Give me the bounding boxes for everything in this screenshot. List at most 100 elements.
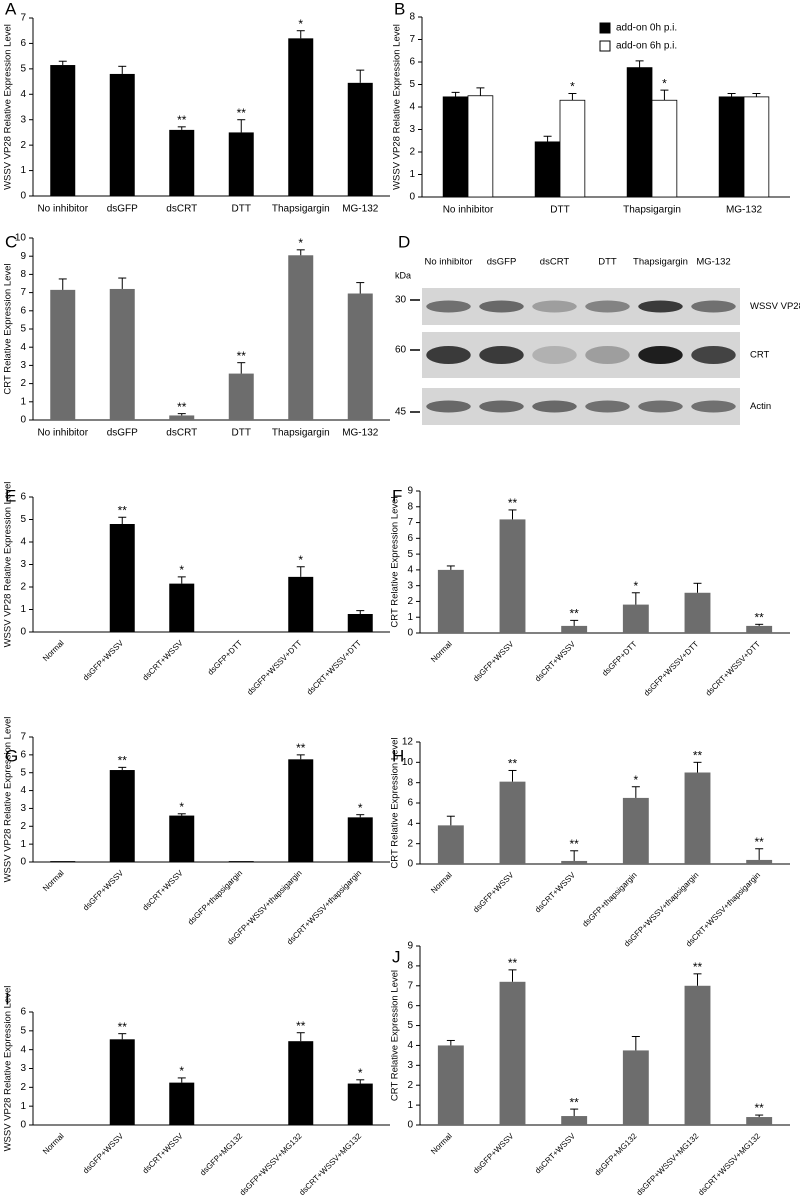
x-tick-label: MG-132 [726, 205, 763, 216]
y-tick-label: 5 [20, 63, 26, 74]
x-tick-label: dsCRT+WSSV [141, 868, 185, 912]
bar [744, 97, 769, 197]
x-tick-label: dsGFP+WSSV [81, 1131, 125, 1175]
y-tick-label: 1 [20, 165, 26, 176]
bar [229, 132, 254, 196]
bar [50, 861, 75, 862]
blot-band [426, 401, 471, 413]
panel-label: J [392, 947, 401, 966]
y-tick-label: 5 [20, 514, 26, 525]
y-tick-label: 9 [20, 251, 26, 262]
significance: ** [237, 106, 247, 120]
bar [500, 782, 526, 864]
x-tick-label: DTT [232, 428, 251, 439]
blot-band [638, 401, 683, 413]
bar [623, 1050, 649, 1125]
y-tick-label: 2 [20, 582, 26, 593]
blot-band [585, 401, 630, 413]
bar [500, 519, 526, 633]
y-tick-label: 0 [20, 415, 26, 426]
y-tick-label: 2 [20, 821, 26, 832]
significance: ** [237, 349, 247, 363]
bar [110, 524, 135, 632]
y-axis-label: WSSV VP28 Relative Expression Level [3, 482, 14, 648]
x-tick-label: dsGFP+WSSV+MG132 [635, 1131, 701, 1197]
blot-band [479, 301, 524, 313]
y-tick-label: 4 [407, 1040, 413, 1051]
y-axis-label: CRT Relative Expression Level [3, 263, 14, 394]
x-tick-label: dsCRT+WSSV+DTT [305, 638, 363, 696]
x-tick-label: dsGFP+WSSV [81, 868, 125, 912]
x-tick-label: dsCRT [166, 204, 197, 215]
y-tick-label: 3 [20, 803, 26, 814]
bar [627, 68, 652, 197]
y-tick-label: 4 [407, 818, 413, 829]
y-tick-label: 5 [20, 1025, 26, 1036]
significance: ** [754, 1101, 764, 1115]
bar [561, 861, 587, 864]
bar [652, 100, 677, 197]
y-tick-label: 4 [20, 537, 26, 548]
significance: ** [508, 757, 518, 771]
significance: * [633, 579, 638, 593]
legend-swatch [600, 23, 610, 33]
band-label: CRT [750, 350, 770, 361]
y-tick-label: 7 [407, 980, 413, 991]
y-tick-label: 3 [20, 1063, 26, 1074]
y-tick-label: 0 [407, 859, 413, 870]
bar [746, 626, 772, 633]
y-tick-label: 1 [409, 169, 415, 180]
bar [50, 290, 75, 420]
y-tick-label: 2 [409, 147, 415, 158]
y-axis-label: WSSV VP28 Relative Expression Level [3, 717, 14, 883]
y-tick-label: 6 [20, 749, 26, 760]
y-tick-label: 0 [20, 857, 26, 868]
significance: ** [569, 607, 579, 621]
bar [229, 374, 254, 420]
x-tick-label: dsCRT+WSSV+MG132 [297, 1131, 363, 1197]
bar [110, 74, 135, 196]
significance: ** [569, 837, 579, 851]
lane-label: DTT [598, 257, 617, 268]
x-tick-label: Normal [41, 1131, 66, 1156]
lane-label: MG-132 [696, 257, 730, 268]
lane-label: No inhibitor [424, 257, 472, 268]
blot-band [585, 346, 630, 364]
bar [500, 982, 526, 1125]
bar [169, 130, 194, 196]
bar [229, 861, 254, 862]
significance: ** [118, 1020, 128, 1034]
x-tick-label: dsGFP [107, 204, 138, 215]
y-tick-label: 7 [20, 13, 26, 24]
x-tick-label: No inhibitor [37, 428, 88, 439]
x-tick-label: MG-132 [342, 204, 379, 215]
y-tick-label: 3 [407, 580, 413, 591]
bar [288, 1041, 313, 1125]
marker-label: 45 [395, 407, 407, 418]
x-tick-label: dsCRT+WSSV [533, 639, 577, 683]
x-tick-label: dsGFP+DTT [600, 639, 638, 677]
blot-band [532, 301, 577, 313]
y-tick-label: 3 [407, 1060, 413, 1071]
significance: ** [508, 956, 518, 970]
lane-label: Thapsigargin [633, 257, 688, 268]
y-tick-label: 1 [407, 612, 413, 623]
significance: ** [754, 835, 764, 849]
x-tick-label: MG-132 [342, 428, 379, 439]
y-tick-label: 6 [407, 798, 413, 809]
x-tick-label: dsGFP+WSSV [471, 870, 515, 914]
y-tick-label: 0 [407, 1120, 413, 1131]
y-tick-label: 9 [407, 941, 413, 952]
significance: * [298, 236, 303, 250]
bar [535, 142, 560, 197]
x-tick-label: Thapsigargin [272, 428, 330, 439]
bar [110, 770, 135, 862]
y-tick-label: 7 [409, 34, 415, 45]
x-tick-label: dsCRT [166, 428, 197, 439]
y-tick-label: 2 [407, 1080, 413, 1091]
band-label: Actin [750, 401, 771, 412]
bar [110, 1039, 135, 1125]
x-tick-label: dsGFP+WSSV+DTT [245, 638, 303, 696]
x-tick-label: Thapsigargin [623, 205, 681, 216]
y-tick-label: 2 [407, 838, 413, 849]
